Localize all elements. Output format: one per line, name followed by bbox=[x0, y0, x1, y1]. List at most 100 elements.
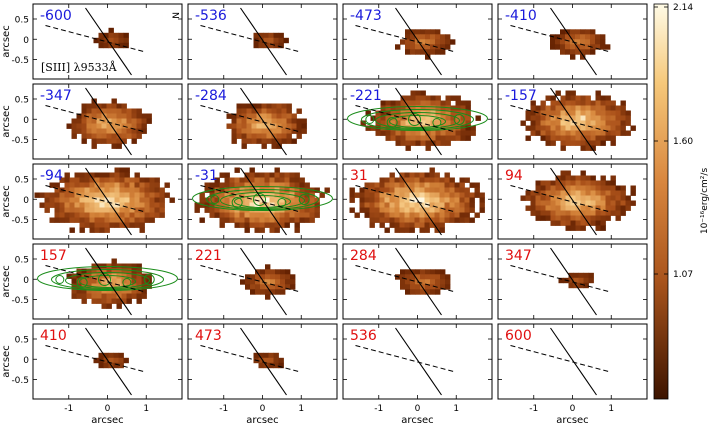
major-axis-line bbox=[240, 247, 287, 316]
major-axis-line bbox=[240, 7, 287, 76]
channel-panel: 536 bbox=[342, 323, 493, 400]
emission-map bbox=[66, 98, 152, 149]
emission-map bbox=[520, 170, 636, 231]
minor-axis-line bbox=[355, 185, 454, 212]
velocity-label: 31 bbox=[350, 168, 368, 184]
major-axis-line bbox=[395, 167, 442, 236]
channel-panel: 347 bbox=[497, 243, 648, 320]
emission-map bbox=[349, 167, 485, 233]
major-axis-line bbox=[85, 327, 132, 396]
velocity-label: 221 bbox=[195, 248, 222, 264]
y-axis-label: arcsec bbox=[1, 345, 12, 377]
y-tick-label: 0 bbox=[23, 276, 29, 286]
x-tick-label: 1 bbox=[298, 404, 304, 414]
minor-axis-line bbox=[200, 105, 299, 132]
major-axis-line bbox=[550, 167, 597, 236]
emission-map bbox=[240, 264, 296, 300]
major-axis-line bbox=[395, 87, 442, 156]
y-tick-label: 0.5 bbox=[15, 96, 29, 106]
channel-panel: 221 bbox=[187, 243, 338, 320]
contour-overlay bbox=[192, 186, 333, 211]
velocity-label: 157 bbox=[40, 248, 67, 264]
velocity-label: 94 bbox=[505, 168, 523, 184]
y-tick-label: 0 bbox=[23, 116, 29, 126]
major-axis-line bbox=[550, 247, 597, 316]
x-tick-label: -1 bbox=[219, 404, 228, 414]
y-tick-label: -0.5 bbox=[11, 136, 29, 146]
minor-axis-line bbox=[200, 265, 299, 292]
velocity-label: 347 bbox=[505, 248, 532, 264]
velocity-label: -94 bbox=[40, 168, 63, 184]
velocity-label: -600 bbox=[40, 8, 72, 24]
channel-panel: -410 bbox=[497, 3, 648, 80]
x-tick-label: -1 bbox=[64, 404, 73, 414]
axis-labels: 0.50-0.5arcsec0.50-0.5arcsec0.50-0.5arcs… bbox=[1, 16, 614, 425]
y-tick-label: 0 bbox=[23, 196, 29, 206]
colorbar-gradient bbox=[653, 3, 669, 400]
minor-axis-line bbox=[45, 265, 144, 292]
minor-axis-line bbox=[355, 345, 454, 372]
x-tick-label: 0 bbox=[415, 404, 421, 414]
x-axis-label: arcsec bbox=[246, 415, 278, 425]
major-axis-line bbox=[550, 87, 597, 156]
channel-panel: 410 bbox=[32, 323, 183, 400]
channel-panel: 31 bbox=[342, 163, 493, 240]
velocity-label: -347 bbox=[40, 88, 72, 104]
minor-axis-line bbox=[510, 25, 609, 52]
channel-panel: -600 [SIII] λ9533Å N bbox=[32, 3, 183, 80]
major-axis-line bbox=[85, 167, 132, 236]
y-tick-label: 0.5 bbox=[15, 336, 29, 346]
x-tick-label: 1 bbox=[608, 404, 614, 414]
y-axis-label: arcsec bbox=[1, 105, 12, 137]
emission-map bbox=[395, 29, 456, 60]
velocity-label: 410 bbox=[40, 328, 67, 344]
y-tick-label: -0.5 bbox=[11, 216, 29, 226]
minor-axis-line bbox=[45, 105, 144, 132]
colorbar-tick-label: 2.14 bbox=[673, 3, 693, 13]
minor-axis-line bbox=[200, 185, 299, 212]
colorbar-label: 10⁻¹⁶erg/cm²/s bbox=[700, 168, 710, 235]
x-tick-label: 1 bbox=[143, 404, 149, 414]
emission-map bbox=[558, 272, 594, 289]
x-tick-label: -1 bbox=[529, 404, 538, 414]
x-axis-label: arcsec bbox=[91, 415, 123, 425]
x-tick-label: 0 bbox=[260, 404, 266, 414]
channel-panel: -221 bbox=[342, 83, 493, 160]
minor-axis-line bbox=[510, 345, 609, 372]
velocity-label: 473 bbox=[195, 328, 222, 344]
emission-line-label: [SIII] λ9533Å bbox=[41, 60, 118, 74]
channel-panel: 600 bbox=[497, 323, 648, 400]
minor-axis-line bbox=[355, 105, 454, 132]
y-axis-label: arcsec bbox=[1, 265, 12, 297]
velocity-label: -221 bbox=[350, 88, 382, 104]
channel-panel: 94 bbox=[497, 163, 648, 240]
channel-panel: -473 bbox=[342, 3, 493, 80]
y-tick-label: 0 bbox=[23, 36, 29, 46]
y-tick-label: -0.5 bbox=[11, 296, 29, 306]
minor-axis-line bbox=[355, 265, 454, 292]
y-tick-label: 0.5 bbox=[15, 16, 29, 26]
x-tick-label: 0 bbox=[570, 404, 576, 414]
y-tick-label: 0 bbox=[23, 356, 29, 366]
velocity-label: -473 bbox=[350, 8, 382, 24]
y-axis-label: arcsec bbox=[1, 185, 12, 217]
minor-axis-line bbox=[510, 105, 609, 132]
y-tick-label: -0.5 bbox=[11, 56, 29, 66]
major-axis-line bbox=[85, 247, 132, 316]
x-tick-label: 1 bbox=[453, 404, 459, 414]
velocity-label: -31 bbox=[195, 168, 218, 184]
x-axis-label: arcsec bbox=[556, 415, 588, 425]
velocity-label: 600 bbox=[505, 328, 532, 344]
major-axis-line bbox=[395, 247, 442, 316]
y-tick-label: 0.5 bbox=[15, 176, 29, 186]
minor-axis-line bbox=[45, 25, 144, 52]
major-axis-line bbox=[550, 327, 597, 396]
channel-panel: -536 bbox=[187, 3, 338, 80]
velocity-label: -157 bbox=[505, 88, 537, 104]
major-axis-line bbox=[240, 327, 287, 396]
channel-panel: -31 bbox=[187, 163, 338, 240]
colorbar-tick-label: 1.07 bbox=[673, 270, 693, 280]
panel-grid: -600 [SIII] λ9533Å N -536 -473 -410 -347 -284 -2… bbox=[32, 3, 648, 400]
minor-axis-line bbox=[510, 185, 609, 212]
major-axis-line bbox=[550, 7, 597, 76]
